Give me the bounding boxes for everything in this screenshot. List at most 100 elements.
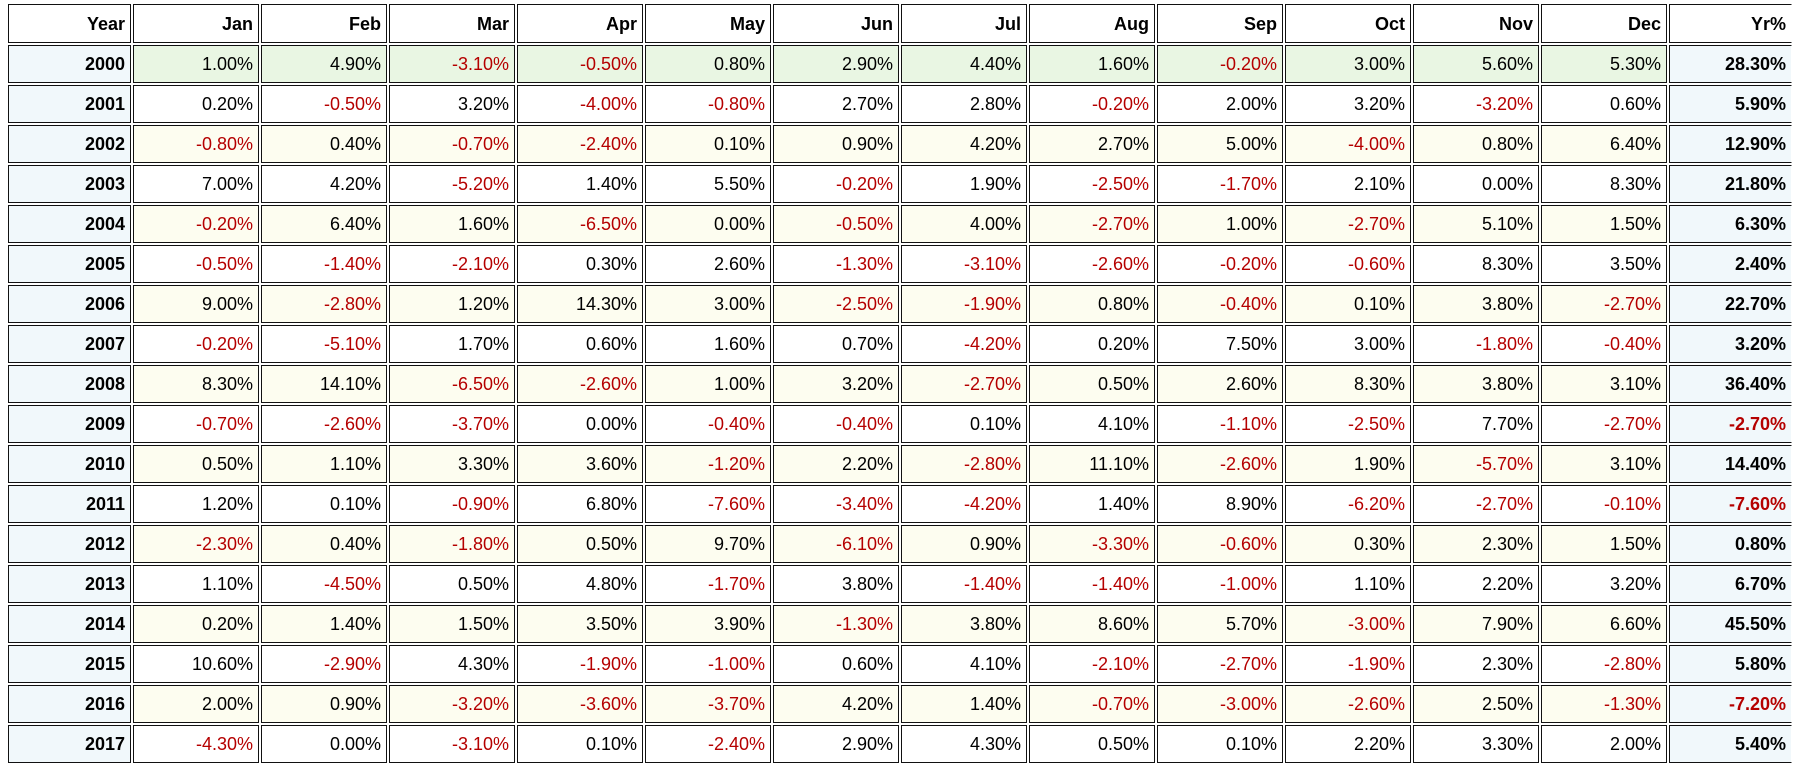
column-header-may: May — [645, 4, 771, 43]
year-cell: 2001 — [8, 85, 131, 123]
monthly-return-cell: 1.90% — [901, 165, 1027, 203]
monthly-return-cell: 1.50% — [1541, 205, 1667, 243]
monthly-return-cell: 14.10% — [261, 365, 387, 403]
monthly-return-cell: 7.50% — [1157, 325, 1283, 363]
monthly-return-cell: 0.10% — [1285, 285, 1411, 323]
monthly-return-cell: 0.60% — [773, 645, 899, 683]
monthly-return-cell: 3.20% — [1285, 85, 1411, 123]
monthly-return-cell: -3.20% — [389, 685, 515, 723]
monthly-return-cell: -0.50% — [517, 45, 643, 83]
column-header-feb: Feb — [261, 4, 387, 43]
table-row: 2006 9.00% -2.80% 1.20% 14.30% 3.00% -2.50% -1.… — [8, 285, 1792, 323]
monthly-return-cell: -2.30% — [133, 525, 259, 563]
monthly-return-cell: 4.30% — [901, 725, 1027, 763]
monthly-return-cell: 2.60% — [1157, 365, 1283, 403]
monthly-return-cell: -2.50% — [1029, 165, 1155, 203]
annual-return-cell: 28.30% — [1669, 45, 1792, 83]
monthly-return-cell: -4.20% — [901, 485, 1027, 523]
annual-return-cell: 12.90% — [1669, 125, 1792, 163]
monthly-return-cell: -0.70% — [133, 405, 259, 443]
monthly-return-cell: 0.60% — [1541, 85, 1667, 123]
monthly-return-cell: -1.30% — [1541, 685, 1667, 723]
monthly-return-cell: -1.80% — [389, 525, 515, 563]
monthly-return-cell: -3.10% — [389, 45, 515, 83]
table-row: 2009 -0.70% -2.60% -3.70% 0.00% -0.40% -0.40% 0… — [8, 405, 1792, 443]
monthly-return-cell: 3.50% — [517, 605, 643, 643]
monthly-return-cell: -3.20% — [1413, 85, 1539, 123]
monthly-return-cell: -0.10% — [1541, 485, 1667, 523]
monthly-return-cell: 3.20% — [773, 365, 899, 403]
table-row: 2017 -4.30% 0.00% -3.10% 0.10% -2.40% 2.90% 4.3… — [8, 725, 1792, 763]
monthly-return-cell: -3.40% — [773, 485, 899, 523]
monthly-return-cell: 7.70% — [1413, 405, 1539, 443]
monthly-return-cell: 7.00% — [133, 165, 259, 203]
column-header-oct: Oct — [1285, 4, 1411, 43]
monthly-return-cell: 4.20% — [773, 685, 899, 723]
monthly-return-cell: 11.10% — [1029, 445, 1155, 483]
monthly-return-cell: 2.00% — [1541, 725, 1667, 763]
monthly-return-cell: -5.20% — [389, 165, 515, 203]
monthly-return-cell: -2.40% — [645, 725, 771, 763]
monthly-return-cell: -4.30% — [133, 725, 259, 763]
year-cell: 2002 — [8, 125, 131, 163]
table-body: 2000 1.00% 4.90% -3.10% -0.50% 0.80% 2.90% 4.40… — [8, 45, 1792, 763]
column-header-dec: Dec — [1541, 4, 1667, 43]
year-cell: 2005 — [8, 245, 131, 283]
monthly-return-cell: -3.70% — [389, 405, 515, 443]
year-cell: 2010 — [8, 445, 131, 483]
monthly-return-cell: 0.30% — [1285, 525, 1411, 563]
monthly-return-cell: 4.30% — [389, 645, 515, 683]
monthly-return-cell: 6.40% — [1541, 125, 1667, 163]
monthly-return-cell: -2.50% — [773, 285, 899, 323]
monthly-return-cell: -2.50% — [1285, 405, 1411, 443]
monthly-return-cell: 0.30% — [517, 245, 643, 283]
monthly-return-cell: 5.60% — [1413, 45, 1539, 83]
monthly-return-cell: 3.60% — [517, 445, 643, 483]
table-row: 2016 2.00% 0.90% -3.20% -3.60% -3.70% 4.20% 1.4… — [8, 685, 1792, 723]
monthly-return-cell: -2.80% — [261, 285, 387, 323]
annual-return-cell: 2.40% — [1669, 245, 1792, 283]
monthly-return-cell: -1.20% — [645, 445, 771, 483]
monthly-return-cell: 0.50% — [1029, 725, 1155, 763]
table-header-row: Year Jan Feb Mar Apr May Jun Jul Aug Sep Oct Nov Dec… — [8, 4, 1792, 43]
monthly-return-cell: -1.90% — [901, 285, 1027, 323]
monthly-return-cell: 8.60% — [1029, 605, 1155, 643]
monthly-return-cell: 3.80% — [1413, 365, 1539, 403]
monthly-return-cell: -3.60% — [517, 685, 643, 723]
monthly-return-cell: 1.40% — [517, 165, 643, 203]
monthly-return-cell: 2.30% — [1413, 645, 1539, 683]
annual-return-cell: 21.80% — [1669, 165, 1792, 203]
monthly-return-cell: 3.50% — [1541, 245, 1667, 283]
monthly-return-cell: -5.70% — [1413, 445, 1539, 483]
monthly-return-cell: 4.20% — [261, 165, 387, 203]
year-cell: 2008 — [8, 365, 131, 403]
monthly-return-cell: 2.20% — [1413, 565, 1539, 603]
monthly-return-cell: -0.20% — [773, 165, 899, 203]
monthly-return-cell: 3.90% — [645, 605, 771, 643]
monthly-return-cell: -2.60% — [1029, 245, 1155, 283]
monthly-return-cell: 4.40% — [901, 45, 1027, 83]
monthly-return-cell: -2.90% — [261, 645, 387, 683]
monthly-return-cell: 5.10% — [1413, 205, 1539, 243]
annual-return-cell: 5.40% — [1669, 725, 1792, 763]
monthly-return-cell: 0.10% — [901, 405, 1027, 443]
monthly-return-cell: 0.20% — [133, 85, 259, 123]
monthly-return-cell: 3.80% — [901, 605, 1027, 643]
year-cell: 2004 — [8, 205, 131, 243]
monthly-return-cell: 8.30% — [1285, 365, 1411, 403]
column-header-jul: Jul — [901, 4, 1027, 43]
monthly-return-cell: 9.00% — [133, 285, 259, 323]
monthly-return-cell: 1.20% — [389, 285, 515, 323]
table-row: 2002 -0.80% 0.40% -0.70% -2.40% 0.10% 0.90% 4.2… — [8, 125, 1792, 163]
monthly-return-cell: -4.00% — [1285, 125, 1411, 163]
annual-return-cell: 45.50% — [1669, 605, 1792, 643]
monthly-return-cell: 14.30% — [517, 285, 643, 323]
monthly-return-cell: 3.20% — [1541, 565, 1667, 603]
monthly-return-cell: -0.90% — [389, 485, 515, 523]
monthly-return-cell: -3.30% — [1029, 525, 1155, 563]
year-cell: 2013 — [8, 565, 131, 603]
monthly-return-cell: 0.00% — [261, 725, 387, 763]
table-row: 2010 0.50% 1.10% 3.30% 3.60% -1.20% 2.20% -2.80… — [8, 445, 1792, 483]
year-cell: 2000 — [8, 45, 131, 83]
monthly-return-cell: 1.40% — [901, 685, 1027, 723]
